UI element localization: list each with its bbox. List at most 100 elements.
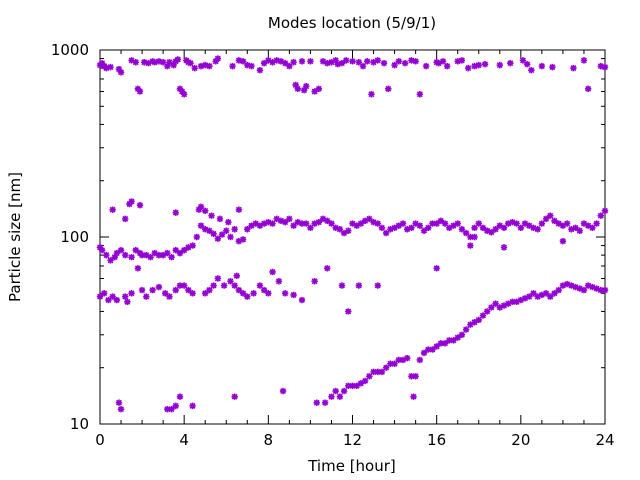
data-point	[290, 59, 297, 66]
data-point	[342, 57, 350, 64]
data-point	[185, 59, 192, 66]
x-axis-label: Time [hour]	[307, 457, 396, 475]
data-point	[345, 382, 352, 390]
data-point	[128, 57, 135, 64]
data-point	[281, 218, 289, 226]
data-point	[279, 387, 287, 395]
data-point	[159, 59, 167, 66]
data-point	[420, 227, 428, 234]
data-point	[311, 278, 318, 285]
data-point	[361, 217, 369, 225]
data-point	[589, 283, 596, 291]
data-point	[214, 275, 222, 282]
data-point	[530, 290, 537, 297]
data-point	[429, 346, 436, 353]
data-point	[227, 278, 234, 285]
data-point	[170, 61, 177, 69]
data-point	[206, 286, 213, 294]
data-point	[269, 59, 276, 66]
data-point	[597, 62, 604, 70]
data-point	[479, 312, 487, 319]
data-point	[475, 220, 482, 227]
data-point	[136, 88, 144, 95]
data-point	[193, 233, 200, 241]
data-point	[534, 226, 541, 233]
data-point	[277, 58, 285, 65]
data-point	[496, 222, 503, 229]
data-point	[580, 220, 588, 227]
data-point	[294, 218, 301, 226]
data-point	[563, 220, 571, 227]
data-point	[416, 356, 424, 364]
data-point	[509, 218, 516, 226]
data-point	[98, 246, 106, 254]
x-tick-label: 4	[179, 431, 189, 449]
data-point	[395, 58, 402, 65]
data-point	[180, 91, 188, 98]
data-point	[446, 224, 453, 231]
data-point	[568, 282, 575, 289]
data-point	[294, 85, 301, 93]
data-point	[513, 220, 520, 227]
data-point	[366, 215, 373, 223]
data-point	[425, 224, 432, 231]
data-point	[319, 58, 327, 65]
data-point	[382, 229, 390, 237]
data-point	[454, 334, 461, 341]
data-point	[353, 222, 360, 229]
data-point	[300, 86, 308, 94]
data-point	[197, 222, 205, 229]
data-point	[530, 224, 537, 231]
data-point	[138, 286, 146, 294]
data-point	[303, 220, 310, 227]
data-point	[450, 337, 457, 344]
data-point	[483, 308, 491, 315]
data-point	[368, 91, 375, 98]
data-point	[380, 59, 388, 67]
data-point	[547, 212, 554, 219]
axis-tick-labels: 0 4 8 12 16 20 24 10 100 1000	[51, 41, 615, 449]
data-point	[509, 298, 516, 306]
data-point	[202, 290, 209, 297]
data-point	[521, 220, 529, 227]
data-point	[206, 62, 213, 70]
data-point	[311, 220, 318, 227]
data-point	[454, 58, 461, 65]
data-point	[601, 207, 609, 215]
data-point	[111, 253, 118, 261]
data-point	[136, 201, 144, 209]
data-point	[580, 286, 588, 294]
data-point	[180, 282, 188, 289]
data-point	[166, 293, 173, 300]
data-point	[412, 220, 419, 227]
data-point	[290, 291, 297, 299]
data-point	[593, 220, 600, 227]
data-point	[471, 224, 478, 231]
data-point	[481, 60, 489, 68]
y-tick-label: 100	[60, 228, 89, 246]
data-point	[191, 64, 198, 72]
data-point	[374, 220, 381, 227]
data-point	[256, 66, 264, 74]
data-point	[265, 290, 272, 297]
data-point	[155, 58, 163, 65]
data-point	[521, 295, 529, 302]
data-point	[465, 64, 472, 72]
data-point	[151, 249, 158, 257]
data-point	[395, 356, 402, 364]
data-point	[349, 58, 356, 65]
data-point	[109, 206, 116, 213]
data-point	[361, 377, 369, 385]
x-tick-label: 8	[264, 431, 274, 449]
data-point	[353, 382, 360, 390]
data-point	[107, 63, 114, 71]
data-point	[124, 298, 131, 306]
data-point	[542, 215, 550, 223]
data-point	[500, 224, 508, 231]
data-point	[117, 246, 125, 254]
data-point	[143, 293, 150, 300]
x-tick-label: 12	[343, 431, 362, 449]
data-point	[225, 218, 232, 226]
data-point	[260, 220, 268, 227]
data-point	[307, 224, 314, 231]
